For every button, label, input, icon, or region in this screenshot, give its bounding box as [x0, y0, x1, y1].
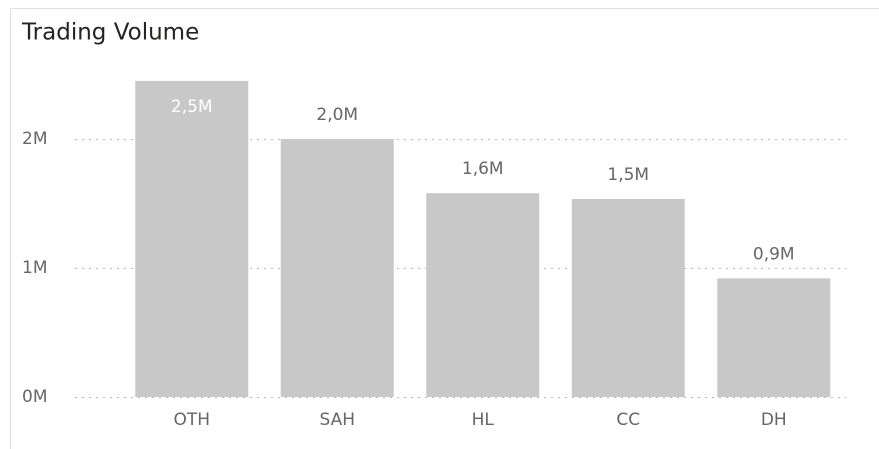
bar: [280, 139, 394, 397]
y-tick-label: 2M: [22, 129, 47, 149]
data-label: 2,0M: [316, 105, 358, 125]
x-tick-label: SAH: [319, 410, 355, 430]
x-tick-label: HL: [472, 410, 495, 430]
bar: [717, 278, 831, 397]
x-tick-label: CC: [616, 410, 640, 430]
data-label: 2,5M: [171, 97, 213, 117]
data-label: 0,9M: [753, 244, 795, 264]
bar: [426, 193, 540, 397]
bar: [135, 80, 249, 397]
data-label: 1,5M: [607, 165, 649, 185]
y-tick-label: 0M: [22, 387, 47, 407]
chart-title: Trading Volume: [21, 20, 199, 46]
x-tick-label: OTH: [173, 410, 210, 430]
x-tick-label: DH: [761, 410, 787, 430]
data-label: 1,6M: [462, 159, 504, 179]
y-tick-label: 1M: [22, 258, 47, 278]
bar: [571, 198, 685, 397]
